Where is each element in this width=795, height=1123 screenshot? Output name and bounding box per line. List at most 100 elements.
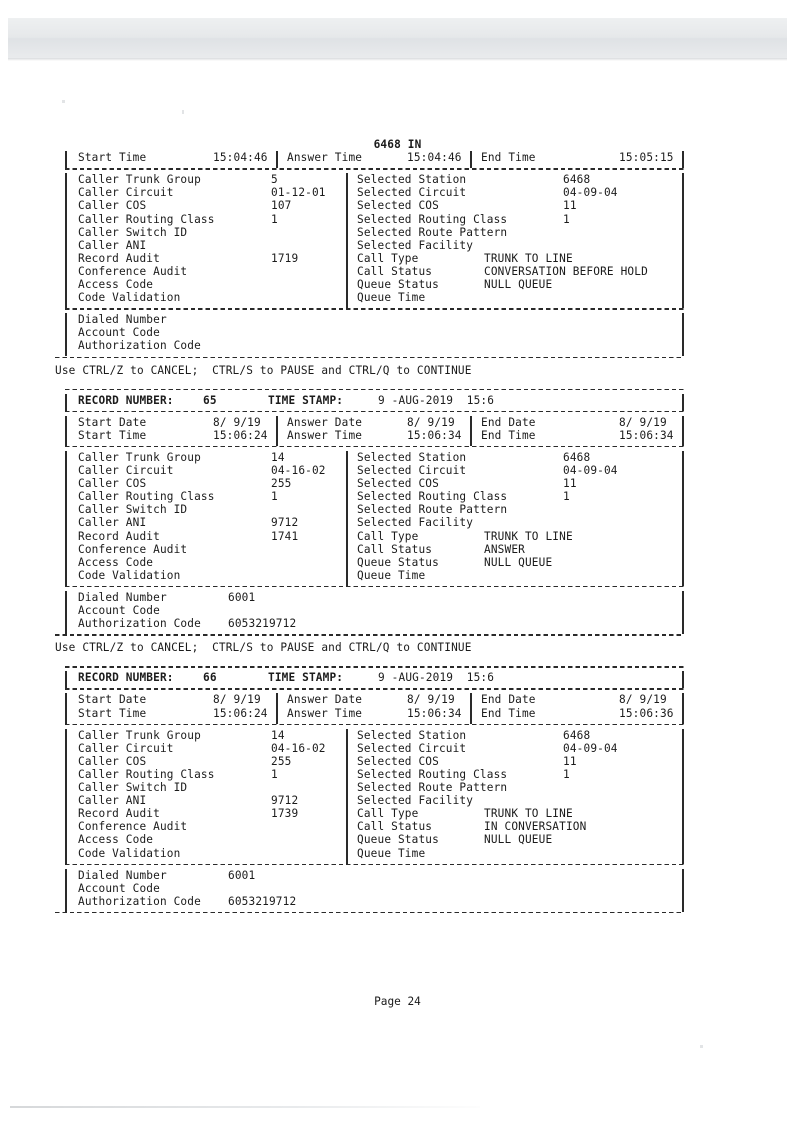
record-65-authorization-code-value: 6053219712 [228,617,297,631]
record-65-detail-rule [65,585,684,588]
record-partial-selected-circuit-value: 04-09-04 [563,186,618,200]
record-65-call-status-value: ANSWER [484,542,525,556]
record-65-start-date-label: Start Date [78,415,147,429]
record-65-caller-circuit-label: Caller Circuit [78,464,174,477]
record-partial-caller-ani-label: Caller ANI [78,238,147,252]
record-66-dialed-number-label: Dialed Number [78,868,167,882]
record-65-selected-route-pattern-label: Selected Route Pattern [357,503,508,517]
record-partial-caller-trunk-group-value: 5 [271,173,278,187]
record-partial-answer-time-label: Answer Time [287,151,363,165]
record-partial-selected-cos-label: Selected COS [357,199,439,213]
record-partial-selected-station-value: 6468 [563,173,591,187]
record-partial-date-divider-2 [470,151,472,169]
record-65-queue-time-label: Queue Time [357,568,426,582]
record-66-caller-circuit-value: 04-16-02 [271,741,326,755]
record-partial-conference-audit-label: Conference Audit [78,264,188,278]
record-65-left-border-dates [65,415,67,446]
record-partial-caller-routing-class-label: Caller Routing Class [78,212,215,226]
record-partial-selected-circuit-label: Selected Circuit [357,186,467,200]
record-66-answer-time-label: Answer Time [287,706,363,720]
record-66-date-divider-2 [470,693,472,724]
record-65-dialed-number-label: Dialed Number [78,590,167,604]
record-66-dialed-number-value: 6001 [228,868,256,882]
record-66-authorization-code-label: Authorization Code [78,894,201,908]
record-partial-selected-cos-value: 11 [563,199,577,213]
record-66-queue-time-label: Queue Time [357,846,426,860]
record-66-authorization-code-value: 6053219712 [228,894,297,908]
record-65-answer-date-label: Answer Date [287,415,363,429]
record-partial-caller-trunk-group-label: Caller Trunk Group [78,173,201,187]
record-66-caller-trunk-group-label: Caller Trunk Group [78,728,201,742]
record-65-queue-status-value: NULL QUEUE [484,555,553,569]
record-65-caller-trunk-group-value: 14 [271,450,285,464]
record-66-caller-trunk-group-value: 14 [271,728,285,742]
record-66-date-divider-1 [276,693,278,724]
record-66-bottom-rule [55,911,684,914]
record-66-record-audit-value: 1739 [271,807,299,821]
record-65-caller-trunk-group-label: Caller Trunk Group [78,450,201,464]
record-partial-selected-routing-class-label: Selected Routing Class [357,212,508,226]
record-partial-caller-cos-value: 107 [271,199,292,213]
record-66-access-code-label: Access Code [78,833,154,847]
record-66-left-border [65,671,67,689]
record-66-selected-cos-value: 11 [563,754,577,768]
record-66-caller-routing-class-value: 1 [271,767,278,781]
record-66-code-validation-label: Code Validation [78,846,181,860]
record-65-selected-cos-label: Selected COS [357,477,439,491]
record-65-code-validation-label: Code Validation [78,568,181,582]
record-66-caller-routing-class-label: Caller Routing Class [78,767,215,781]
record-66-caller-switch-id-label: Caller Switch ID [78,781,188,794]
record-66-queue-status-label: Queue Status [357,833,439,847]
record-65-dates-rule [65,445,684,448]
record-65-caller-ani-value: 9712 [271,516,299,530]
scan-banner-shadow [8,58,787,61]
record-partial-left-border-detail [65,173,67,309]
record-partial-queue-status-value: NULL QUEUE [484,278,553,291]
record-65-bottom-rule [55,634,684,636]
record-66-caller-circuit-label: Caller Circuit [78,741,174,755]
record-66-time-stamp-value: 9 -AUG-2019 15:6 [378,671,495,685]
record-partial-caller-circuit-value: 01-12-01 [271,186,326,200]
record-66-selected-facility-label: Selected Facility [357,794,474,808]
record-65-time-stamp-label: TIME STAMP: [268,393,344,407]
record-66-answer-date-label: Answer Date [287,693,363,707]
record-66-header-rule [65,688,684,690]
record-66-top-rule [65,666,684,668]
record-partial-column-divider [346,173,348,309]
record-66-end-time-label: End Time [481,706,536,720]
record-66-right-border-detail [682,728,684,864]
record-title-0: 6468 IN [373,138,422,151]
record-65-caller-cos-label: Caller COS [78,477,147,491]
record-66-start-time-label: Start Time [78,706,147,720]
record-65-record-audit-label: Record Audit [78,529,160,543]
record-65-selected-circuit-label: Selected Circuit [357,464,467,477]
record-partial-call-type-label: Call Type [357,251,419,265]
record-65-date-divider-2 [470,415,472,446]
record-65-right-border-dialed [682,590,684,635]
record-66-call-type-label: Call Type [357,807,419,821]
scan-speck [700,1045,703,1048]
record-65-call-type-label: Call Type [357,529,419,543]
record-65-caller-switch-id-label: Caller Switch ID [78,503,188,517]
record-66-selected-station-value: 6468 [563,728,591,742]
record-partial-end-time-label: End Time [481,151,536,165]
record-66-right-border [682,671,684,689]
record-partial-authorization-code-label: Authorization Code [78,339,201,353]
record-65-access-code-label: Access Code [78,555,154,569]
record-65-caller-routing-class-label: Caller Routing Class [78,490,215,504]
record-66-conference-audit-label: Conference Audit [78,820,188,834]
record-65-record-number-label: RECORD NUMBER: [78,393,174,407]
record-partial-detail-rule [65,308,684,310]
record-partial-call-status-label: Call Status [357,264,433,278]
record-65-record-number-value: 65 [203,393,217,407]
record-65-selected-circuit-value: 04-09-04 [563,464,618,477]
record-65-column-divider [346,450,348,586]
record-partial-call-type-value: TRUNK TO LINE [484,251,573,265]
record-66-selected-circuit-value: 04-09-04 [563,741,618,755]
record-66-queue-status-value: NULL QUEUE [484,833,553,847]
record-66-selected-routing-class-value: 1 [563,767,570,781]
record-65-selected-station-value: 6468 [563,450,591,464]
scan-speck [182,110,184,114]
record-partial-right-border-detail [682,173,684,309]
record-partial-account-code-label: Account Code [78,326,160,340]
